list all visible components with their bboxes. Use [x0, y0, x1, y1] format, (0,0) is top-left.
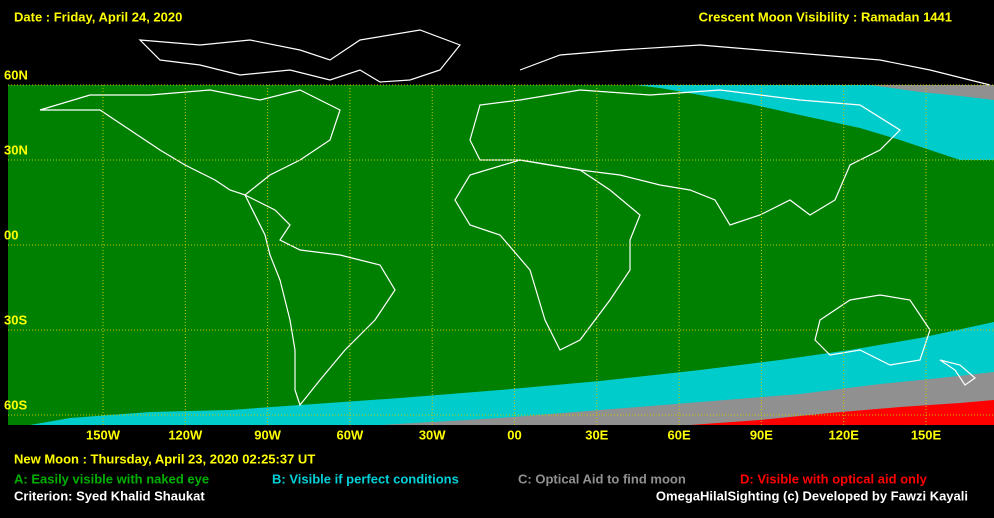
zone-d-south [690, 400, 994, 425]
lon-label: 60E [668, 427, 691, 442]
map-area [8, 29, 994, 425]
lon-label: 90E [750, 427, 773, 442]
lat-label: 30S [4, 312, 27, 327]
axis-labels: 60N 30N 00 30S 60S 150W 120W 90W 60W 30W 00 30E 60E 9… [4, 67, 942, 442]
lon-label: 30E [585, 427, 608, 442]
zone-c-north [870, 85, 994, 100]
legend-item: C: Optical Aid to find moon [518, 471, 686, 486]
title: Crescent Moon Visibility : Ramadan 1441 [699, 9, 952, 24]
date: Date : Friday, April 24, 2020 [14, 9, 182, 24]
coastlines [39, 29, 991, 407]
lon-label: 00 [507, 427, 521, 442]
zone-b-north [635, 85, 994, 160]
lat-label: 60S [4, 397, 27, 412]
lon-label: 60W [337, 427, 364, 442]
new-moon: New Moon : Thursday, April 23, 2020 02:2… [14, 451, 315, 466]
graticule [8, 84, 994, 425]
lon-label: 120W [168, 427, 203, 442]
zone-c-south [380, 372, 994, 425]
legend-item: D: Visible with optical aid only [740, 471, 928, 486]
credit: OmegaHilalSighting (c) Developed by Fawz… [656, 488, 968, 503]
lon-label: 120E [829, 427, 860, 442]
legend-item: A: Easily visible with naked eye [14, 471, 209, 486]
criterion: Criterion: Syed Khalid Shaukat [14, 488, 205, 503]
lat-label: 00 [4, 227, 18, 242]
legend-item: B: Visible if perfect conditions [272, 471, 459, 486]
lon-label: 30W [419, 427, 446, 442]
lon-label: 150E [911, 427, 942, 442]
legend: A: Easily visible with naked eye B: Visib… [14, 471, 928, 486]
lat-label: 60N [4, 67, 28, 82]
lat-label: 30N [4, 142, 28, 157]
lon-label: 150W [86, 427, 121, 442]
lon-label: 90W [254, 427, 281, 442]
